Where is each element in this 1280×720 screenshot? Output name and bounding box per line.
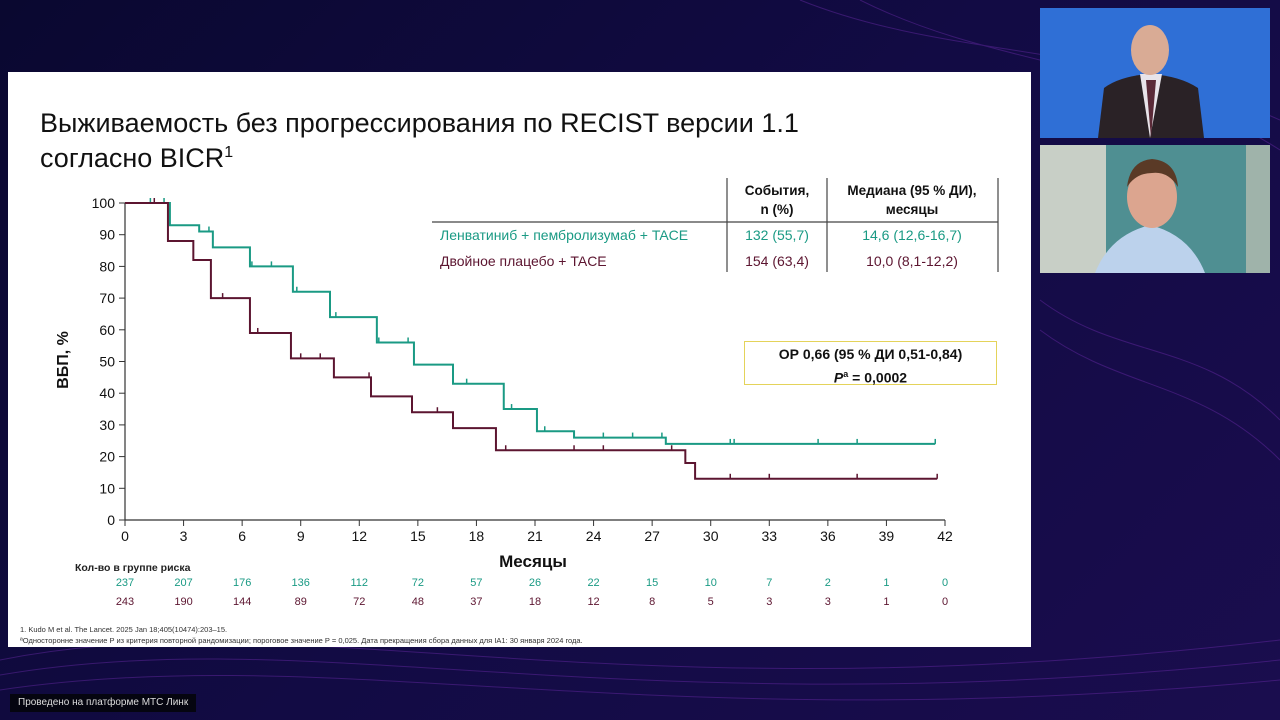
video-feed-2 bbox=[1040, 145, 1270, 273]
x-axis-label: Месяцы bbox=[499, 552, 567, 571]
y-tick-label: 0 bbox=[107, 512, 115, 528]
x-tick-label: 21 bbox=[527, 528, 543, 544]
title-superscript: 1 bbox=[224, 144, 234, 161]
legend-series-label: Ленватиниб + пембролизумаб + TACE bbox=[440, 227, 688, 243]
x-tick-label: 12 bbox=[351, 528, 367, 544]
risk-count: 136 bbox=[292, 577, 310, 589]
median-value: 14,6 (12,6-16,7) bbox=[862, 227, 962, 243]
table-header: Медиана (95 % ДИ), bbox=[847, 183, 976, 198]
risk-count: 26 bbox=[529, 577, 541, 589]
x-tick-label: 15 bbox=[410, 528, 426, 544]
x-tick-label: 24 bbox=[586, 528, 602, 544]
risk-count: 237 bbox=[116, 577, 134, 589]
risk-count: 89 bbox=[295, 596, 307, 608]
hazard-ratio-text: ОР 0,66 (95 % ДИ 0,51-0,84) bbox=[778, 346, 963, 362]
risk-count: 22 bbox=[587, 577, 599, 589]
title-line-1: Выживаемость без прогрессирования по REC… bbox=[40, 108, 799, 138]
y-tick-label: 10 bbox=[99, 480, 115, 496]
p-label: P bbox=[833, 369, 844, 386]
x-tick-label: 30 bbox=[703, 528, 719, 544]
y-tick-label: 90 bbox=[99, 227, 115, 243]
x-tick-label: 27 bbox=[644, 528, 660, 544]
km-curve-1 bbox=[125, 202, 936, 445]
risk-count: 57 bbox=[470, 577, 482, 589]
risk-count: 190 bbox=[174, 596, 192, 608]
y-tick-label: 20 bbox=[99, 449, 115, 465]
legend-series-label: Двойное плацебо + TACE bbox=[440, 253, 607, 269]
x-tick-label: 3 bbox=[180, 528, 188, 544]
x-tick-label: 39 bbox=[879, 528, 895, 544]
footnote-2: ªОдносторонне значение P из критерия пов… bbox=[20, 636, 583, 645]
risk-count: 2 bbox=[825, 577, 831, 589]
table-header: События, bbox=[745, 183, 809, 198]
km-curve-2 bbox=[125, 202, 938, 480]
table-header: месяцы bbox=[886, 202, 939, 217]
risk-count: 0 bbox=[942, 596, 948, 608]
risk-count: 5 bbox=[708, 596, 714, 608]
risk-count: 207 bbox=[174, 577, 192, 589]
y-tick-label: 80 bbox=[99, 258, 115, 274]
x-tick-label: 6 bbox=[238, 528, 246, 544]
km-chart: 0 3 6 9 12 15 18 21 24 27 30 33 36 39 4201020304050607… bbox=[55, 178, 999, 608]
y-tick-label: 70 bbox=[99, 290, 115, 306]
title-line-2: согласно BICR bbox=[40, 143, 225, 173]
presentation-slide: Выживаемость без прогрессирования по REC… bbox=[8, 72, 1031, 647]
events-value: 154 (63,4) bbox=[745, 253, 809, 269]
hazard-ratio-box: ОР 0,66 (95 % ДИ 0,51-0,84) Pa = 0,0002 bbox=[744, 341, 997, 386]
risk-count: 48 bbox=[412, 596, 424, 608]
p-value: = 0,0002 bbox=[848, 369, 908, 386]
risk-count: 72 bbox=[353, 596, 365, 608]
risk-count: 1 bbox=[883, 577, 889, 589]
y-tick-label: 100 bbox=[92, 195, 116, 211]
video-tile-speaker-1[interactable] bbox=[1040, 8, 1270, 138]
risk-count: 7 bbox=[766, 577, 772, 589]
risk-table-label: Кол-во в группе риска bbox=[75, 562, 191, 574]
video-feed-1 bbox=[1040, 8, 1270, 138]
risk-count: 3 bbox=[766, 596, 772, 608]
p-sup: a bbox=[843, 369, 849, 379]
events-value: 132 (55,7) bbox=[745, 227, 809, 243]
footnote-1: 1. Kudo M et al. The Lancet. 2025 Jan 18… bbox=[20, 625, 228, 634]
risk-count: 1 bbox=[883, 596, 889, 608]
y-tick-label: 60 bbox=[99, 322, 115, 338]
y-tick-label: 40 bbox=[99, 385, 115, 401]
x-tick-label: 9 bbox=[297, 528, 305, 544]
x-tick-label: 0 bbox=[121, 528, 129, 544]
slide-title: Выживаемость без прогрессирования по REC… bbox=[40, 108, 799, 173]
risk-count: 72 bbox=[412, 577, 424, 589]
risk-count: 243 bbox=[116, 596, 134, 608]
risk-count: 144 bbox=[233, 596, 251, 608]
x-tick-label: 33 bbox=[761, 528, 777, 544]
risk-count: 15 bbox=[646, 577, 658, 589]
risk-count: 176 bbox=[233, 577, 251, 589]
risk-count: 18 bbox=[529, 596, 541, 608]
x-tick-label: 36 bbox=[820, 528, 836, 544]
video-tile-speaker-2[interactable] bbox=[1040, 145, 1270, 273]
x-tick-label: 18 bbox=[469, 528, 485, 544]
median-value: 10,0 (8,1-12,2) bbox=[866, 253, 958, 269]
y-tick-label: 30 bbox=[99, 417, 115, 433]
table-header: n (%) bbox=[761, 202, 794, 217]
risk-count: 112 bbox=[351, 577, 369, 589]
risk-count: 8 bbox=[649, 596, 655, 608]
x-tick-label: 42 bbox=[937, 528, 953, 544]
platform-badge: Проведено на платформе МТС Линк bbox=[10, 694, 197, 712]
risk-count: 37 bbox=[470, 596, 482, 608]
risk-count: 0 bbox=[942, 577, 948, 589]
risk-count: 12 bbox=[587, 596, 599, 608]
risk-count: 3 bbox=[825, 596, 831, 608]
y-tick-label: 50 bbox=[99, 354, 115, 370]
risk-count: 10 bbox=[705, 577, 717, 589]
y-axis-label: ВБП, % bbox=[55, 331, 72, 389]
